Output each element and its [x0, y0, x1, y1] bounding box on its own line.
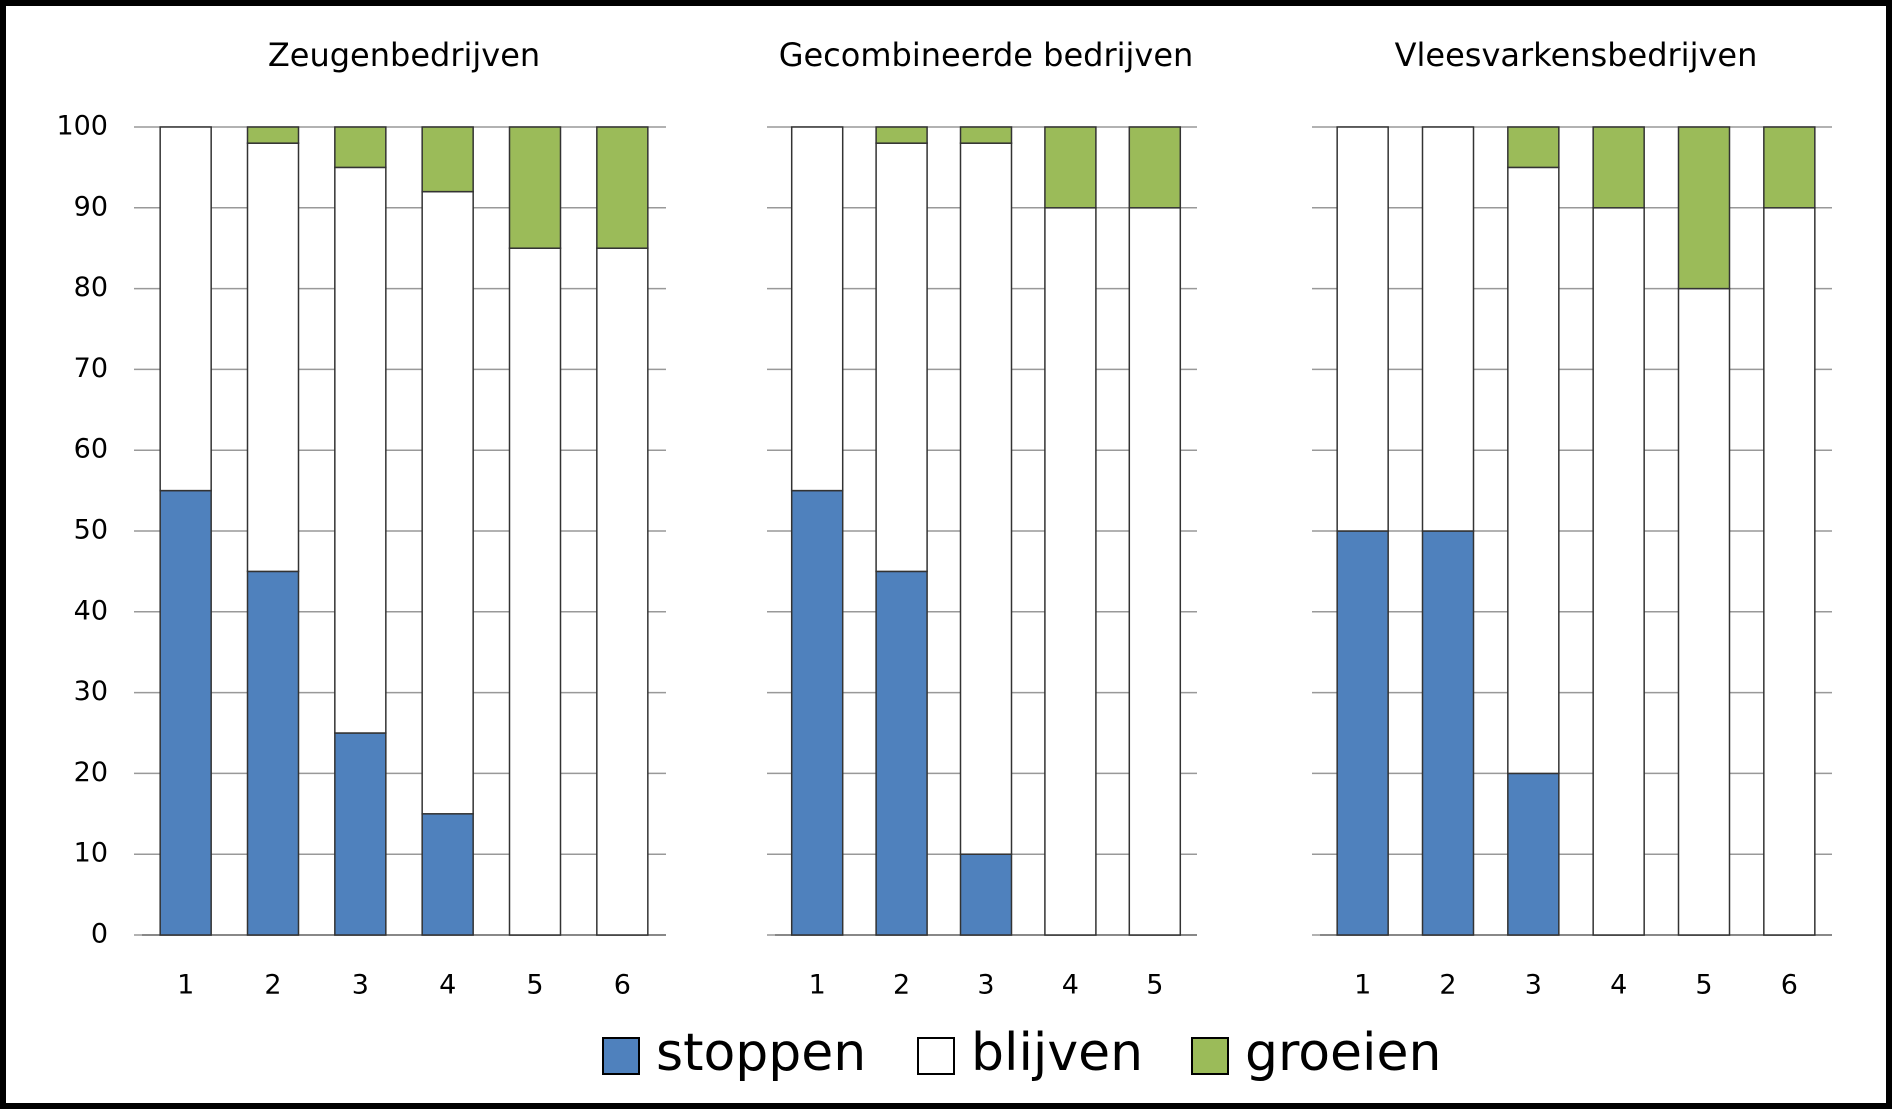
- y-tick-label: 70: [74, 353, 108, 384]
- x-tick-label: 3: [352, 970, 369, 1001]
- x-tick-label: 4: [1062, 970, 1079, 1001]
- bar-segment: [1763, 126, 1816, 209]
- bar-segment: [1421, 126, 1475, 532]
- bar-segment: [1592, 126, 1645, 209]
- x-tick-label: 4: [1610, 970, 1627, 1001]
- chart-title: Vleesvarkensbedrijven: [1395, 36, 1758, 74]
- bar-segment: [246, 142, 300, 573]
- bar-segment: [790, 489, 844, 936]
- bar-segment: [959, 853, 1013, 936]
- y-tick-label: 30: [74, 676, 108, 707]
- bar-segment: [421, 813, 474, 936]
- bar-segment: [1128, 207, 1182, 936]
- bar-segment: [159, 126, 212, 492]
- bar-segment: [596, 126, 649, 249]
- bar-segment: [875, 142, 928, 573]
- bar-segment: [508, 247, 562, 936]
- x-tick-label: 5: [1695, 970, 1712, 1001]
- legend-label: groeien: [1245, 1023, 1441, 1083]
- bar-segment: [596, 247, 649, 936]
- y-tick-label: 50: [74, 515, 108, 546]
- y-tick-label: 20: [74, 757, 108, 788]
- y-tick-label: 90: [74, 191, 108, 222]
- bar-segment: [790, 126, 844, 492]
- x-tick-label: 1: [1354, 970, 1371, 1001]
- bar-segment: [959, 142, 1013, 855]
- bar-segment: [1421, 530, 1475, 936]
- bar-segment: [1336, 530, 1389, 936]
- bar-segment: [421, 126, 474, 193]
- y-tick-label: 80: [74, 272, 108, 303]
- bar-segment: [875, 126, 928, 144]
- legend-label: blijven: [971, 1023, 1143, 1083]
- x-tick-label: 2: [893, 970, 910, 1001]
- bar-segment: [508, 126, 562, 249]
- bar-segment: [1128, 126, 1182, 209]
- x-tick-label: 3: [1525, 970, 1542, 1001]
- bar-segment: [1044, 126, 1097, 209]
- bar-segment: [334, 732, 387, 936]
- y-tick-label: 100: [56, 111, 108, 142]
- y-tick-label: 60: [74, 434, 108, 465]
- bar-segment: [1507, 772, 1560, 936]
- bar-segment: [1763, 207, 1816, 936]
- legend-label: stoppen: [656, 1023, 866, 1083]
- y-tick-label: 10: [74, 838, 108, 869]
- bar-segment: [421, 190, 474, 815]
- bar-segment: [1507, 126, 1560, 169]
- bar-segment: [959, 126, 1013, 144]
- bar-segment: [1044, 207, 1097, 936]
- legend-swatch: [1191, 1037, 1229, 1075]
- bar-segment: [334, 166, 387, 734]
- x-tick-label: 6: [614, 970, 631, 1001]
- x-tick-label: 1: [809, 970, 826, 1001]
- bar-segment: [1677, 126, 1731, 290]
- x-tick-label: 2: [264, 970, 281, 1001]
- bar-segment: [1592, 207, 1645, 936]
- bar-segment: [1507, 166, 1560, 775]
- chart-title: Zeugenbedrijven: [268, 36, 540, 74]
- x-tick-label: 3: [977, 970, 994, 1001]
- x-tick-label: 2: [1439, 970, 1456, 1001]
- x-tick-label: 4: [439, 970, 456, 1001]
- bar-segment: [1677, 287, 1731, 936]
- chart-title: Gecombineerde bedrijven: [779, 36, 1194, 74]
- legend-swatch: [602, 1037, 640, 1075]
- x-tick-label: 6: [1781, 970, 1798, 1001]
- bar-segment: [1336, 126, 1389, 532]
- bar-segment: [159, 489, 212, 936]
- legend-swatch: [917, 1037, 955, 1075]
- y-tick-label: 0: [91, 919, 108, 950]
- y-tick-label: 40: [74, 595, 108, 626]
- bar-segment: [334, 126, 387, 169]
- x-tick-label: 1: [177, 970, 194, 1001]
- bar-segment: [246, 126, 300, 144]
- bar-segment: [246, 570, 300, 936]
- x-tick-label: 5: [526, 970, 543, 1001]
- bar-segment: [875, 570, 928, 936]
- x-tick-label: 5: [1146, 970, 1163, 1001]
